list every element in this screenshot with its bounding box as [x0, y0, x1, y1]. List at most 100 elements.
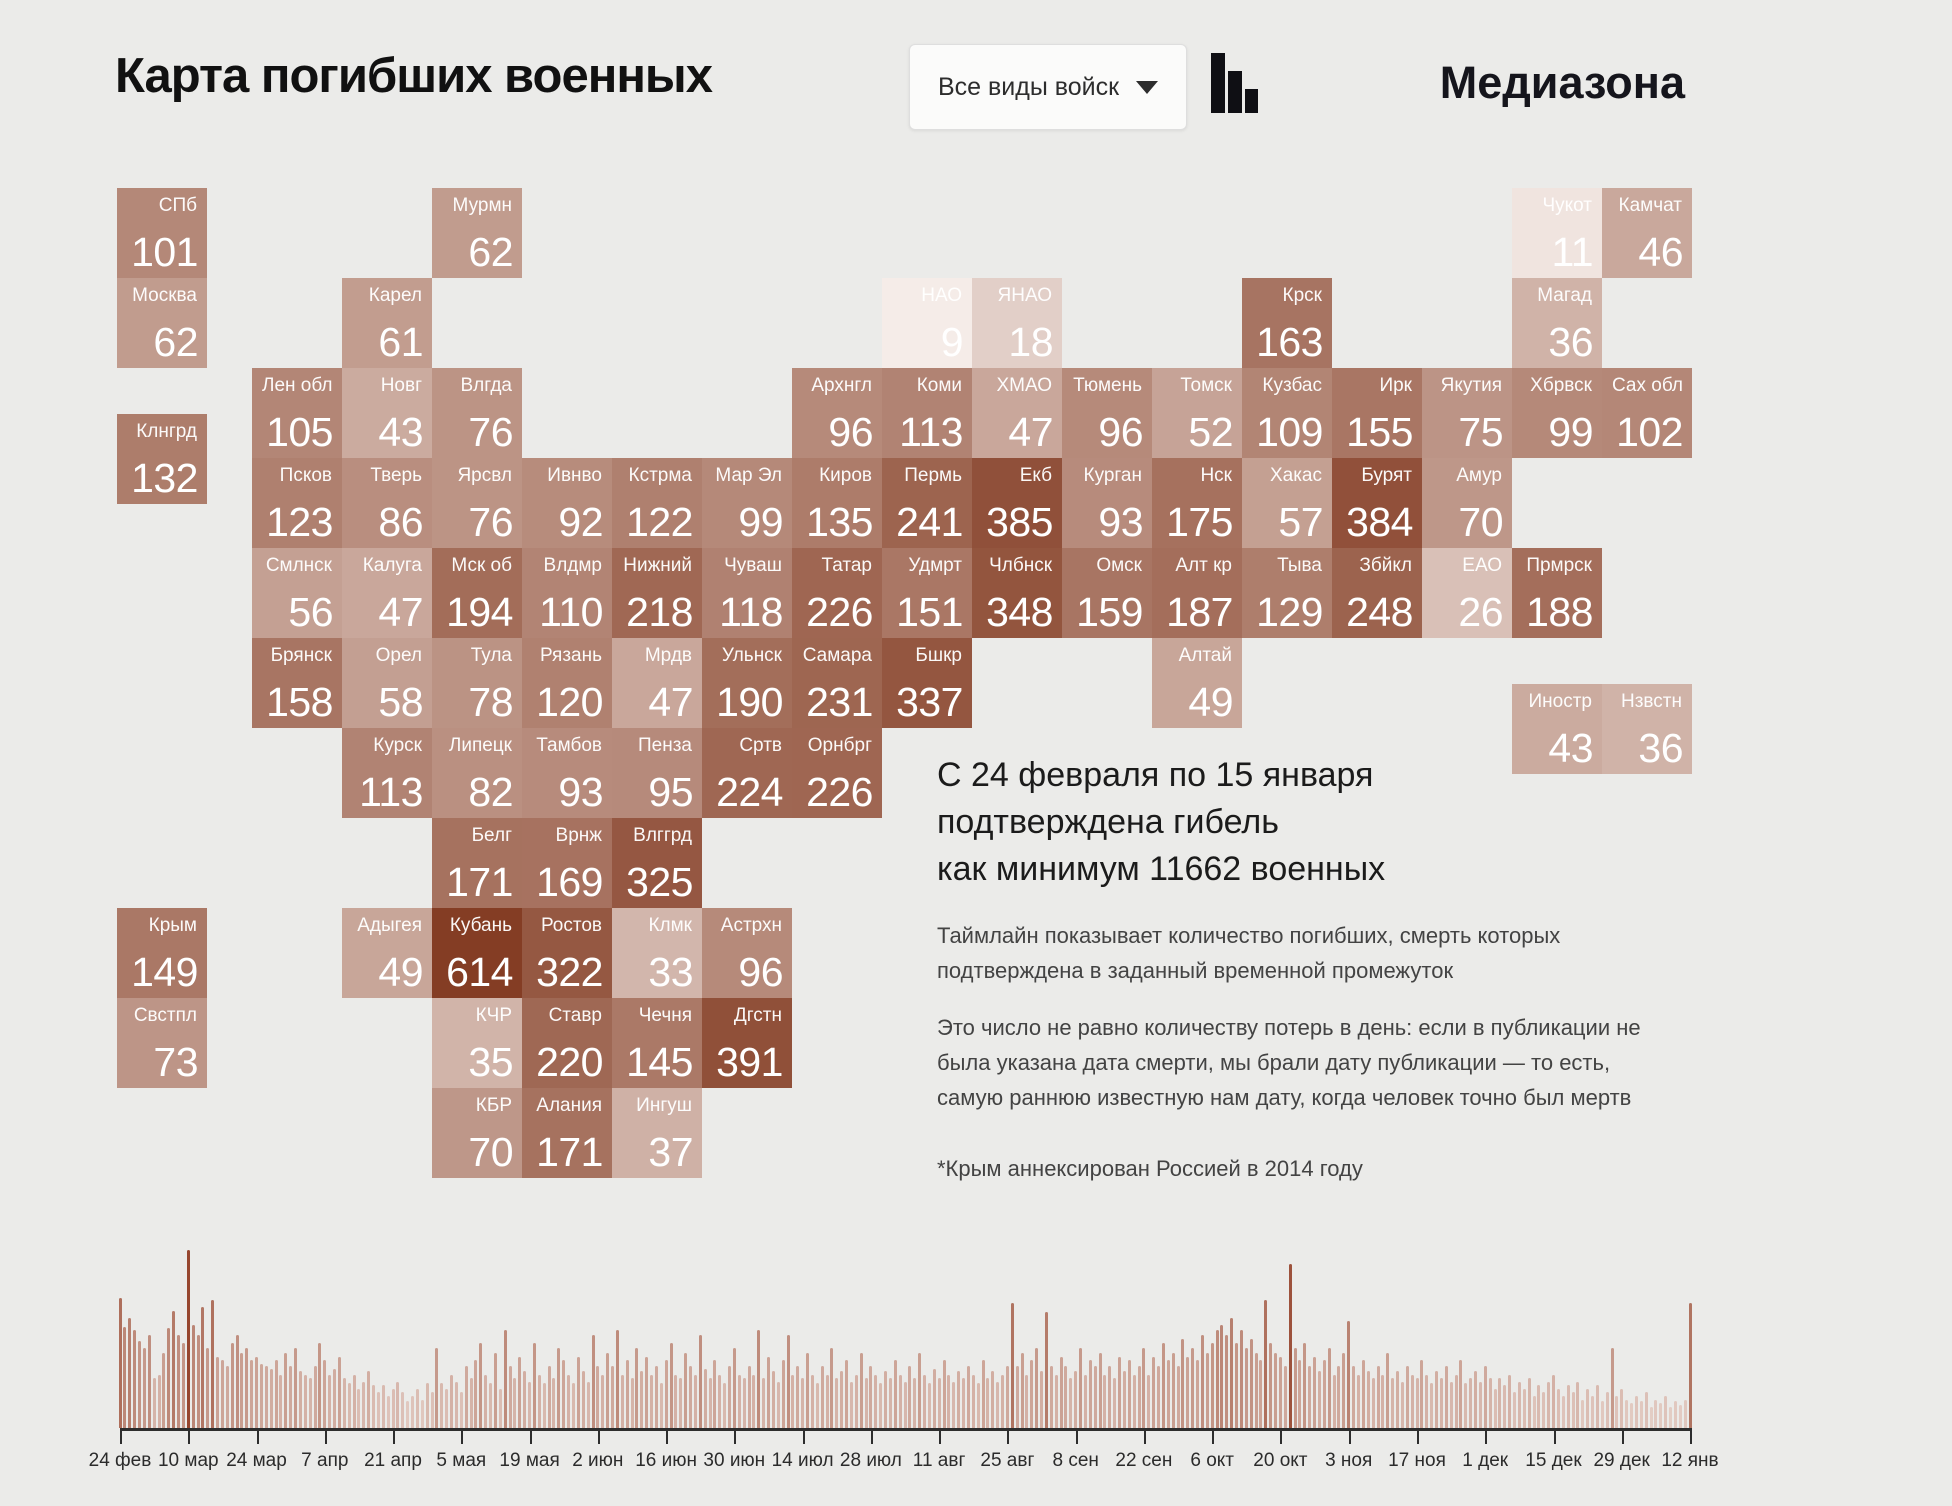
region-tile[interactable]: Клмк 33 [612, 908, 702, 998]
region-tile-label: Влдмр [543, 555, 602, 576]
region-tile[interactable]: Ирк 155 [1332, 368, 1422, 458]
timeline-tick [1348, 1428, 1351, 1444]
region-tile[interactable]: Влдмр 110 [522, 548, 612, 638]
region-tile[interactable]: Члбнск 348 [972, 548, 1062, 638]
region-tile[interactable]: Самара 231 [792, 638, 882, 728]
region-tile[interactable]: СПб 101 [117, 188, 207, 278]
region-tile[interactable]: Алтай 49 [1152, 638, 1242, 728]
region-tile[interactable]: Чуваш 118 [702, 548, 792, 638]
region-tile[interactable]: Смлнск 56 [252, 548, 342, 638]
region-tile[interactable]: Омск 159 [1062, 548, 1152, 638]
region-tile[interactable]: Брянск 158 [252, 638, 342, 728]
region-tile[interactable]: Москва 62 [117, 278, 207, 368]
region-tile[interactable]: Белг 171 [432, 818, 522, 908]
region-tile[interactable]: Курган 93 [1062, 458, 1152, 548]
region-tile[interactable]: Влгда 76 [432, 368, 522, 458]
region-tile[interactable]: Сртв 224 [702, 728, 792, 818]
troop-type-select[interactable]: Все виды войск [909, 44, 1187, 130]
region-tile[interactable]: Якутия 75 [1422, 368, 1512, 458]
region-tile[interactable]: Новг 43 [342, 368, 432, 458]
region-tile[interactable]: Алания 171 [522, 1088, 612, 1178]
region-tile[interactable]: Ставр 220 [522, 998, 612, 1088]
region-tile[interactable]: Лен обл 105 [252, 368, 342, 458]
region-tile[interactable]: Хбрвск 99 [1512, 368, 1602, 458]
region-tile[interactable]: НАО 9 [882, 278, 972, 368]
region-tile[interactable]: Хакас 57 [1242, 458, 1332, 548]
region-tile[interactable]: ЯНАО 18 [972, 278, 1062, 368]
region-tile[interactable]: Влггрд 325 [612, 818, 702, 908]
region-tile[interactable]: Нск 175 [1152, 458, 1242, 548]
region-tile[interactable]: Рязань 120 [522, 638, 612, 728]
brand-name[interactable]: Медиазона [1439, 57, 1685, 108]
region-tile[interactable]: Кубань 614 [432, 908, 522, 998]
region-tile-label: Псков [279, 465, 332, 486]
region-tile[interactable]: Кстрма 122 [612, 458, 702, 548]
region-tile[interactable]: Томск 52 [1152, 368, 1242, 458]
region-tile[interactable]: Мск об 194 [432, 548, 522, 638]
region-tile[interactable]: Свстпл 73 [117, 998, 207, 1088]
region-tile[interactable]: Тула 78 [432, 638, 522, 728]
region-tile-label: Иностр [1528, 691, 1593, 712]
region-tile[interactable]: Кузбас 109 [1242, 368, 1332, 458]
region-tile[interactable]: Чечня 145 [612, 998, 702, 1088]
region-tile[interactable]: Мурмн 62 [432, 188, 522, 278]
region-tile[interactable]: Адыгея 49 [342, 908, 432, 998]
region-tile[interactable]: Врнж 169 [522, 818, 612, 908]
region-tile[interactable]: Ярсвл 76 [432, 458, 522, 548]
region-tile[interactable]: Амур 70 [1422, 458, 1512, 548]
region-tile[interactable]: Орел 58 [342, 638, 432, 728]
region-tile[interactable]: Бурят 384 [1332, 458, 1422, 548]
region-tile[interactable]: Камчат 46 [1602, 188, 1692, 278]
region-tile[interactable]: Нзвстн 36 [1602, 684, 1692, 774]
region-tile[interactable]: Мрдв 47 [612, 638, 702, 728]
region-tile[interactable]: Ростов 322 [522, 908, 612, 998]
region-tile[interactable]: Ульнск 190 [702, 638, 792, 728]
timeline-bar [1181, 1339, 1185, 1428]
region-tile[interactable]: Клнгрд 132 [117, 414, 207, 504]
region-tile[interactable]: Удмрт 151 [882, 548, 972, 638]
timeline-tick-label: 11 авг [912, 1450, 966, 1471]
region-tile[interactable]: Архнгл 96 [792, 368, 882, 458]
region-tile[interactable]: Прмрск 188 [1512, 548, 1602, 638]
region-tile[interactable]: Астрхн 96 [702, 908, 792, 998]
region-tile[interactable]: Ивнво 92 [522, 458, 612, 548]
region-tile[interactable]: Липецк 82 [432, 728, 522, 818]
region-tile[interactable]: Мар Эл 99 [702, 458, 792, 548]
region-tile[interactable]: Пенза 95 [612, 728, 702, 818]
region-tile[interactable]: Екб 385 [972, 458, 1062, 548]
region-tile[interactable]: Тамбов 93 [522, 728, 612, 818]
region-tile[interactable]: КБР 70 [432, 1088, 522, 1178]
region-tile[interactable]: Крск 163 [1242, 278, 1332, 368]
region-tile[interactable]: Тюмень 96 [1062, 368, 1152, 458]
region-tile[interactable]: Орнбрг 226 [792, 728, 882, 818]
timeline-bar [810, 1375, 814, 1428]
region-tile[interactable]: Бшкр 337 [882, 638, 972, 728]
region-tile[interactable]: КЧР 35 [432, 998, 522, 1088]
region-tile[interactable]: Татар 226 [792, 548, 882, 638]
region-tile[interactable]: Нижний 218 [612, 548, 702, 638]
region-tile[interactable]: ЕАО 26 [1422, 548, 1512, 638]
timeline-bar [255, 1357, 258, 1428]
region-tile[interactable]: Крым 149 [117, 908, 207, 998]
timeline-bar [1249, 1339, 1253, 1428]
region-tile[interactable]: Пермь 241 [882, 458, 972, 548]
region-tile[interactable]: Алт кр 187 [1152, 548, 1242, 638]
region-tile[interactable]: Калуга 47 [342, 548, 432, 638]
region-tile[interactable]: Киров 135 [792, 458, 882, 548]
region-tile-label: Удмрт [908, 555, 962, 576]
region-tile[interactable]: Тыва 129 [1242, 548, 1332, 638]
region-tile[interactable]: Псков 123 [252, 458, 342, 548]
region-tile-value: 86 [378, 499, 423, 545]
region-tile[interactable]: Магад 36 [1512, 278, 1602, 368]
region-tile[interactable]: Курск 113 [342, 728, 432, 818]
region-tile[interactable]: Ингуш 37 [612, 1088, 702, 1178]
region-tile[interactable]: ХМАО 47 [972, 368, 1062, 458]
region-tile[interactable]: Дгстн 391 [702, 998, 792, 1088]
region-tile[interactable]: Чукот 11 [1512, 188, 1602, 278]
region-tile[interactable]: Сах обл 102 [1602, 368, 1692, 458]
region-tile[interactable]: Збйкл 248 [1332, 548, 1422, 638]
region-tile[interactable]: Тверь 86 [342, 458, 432, 548]
region-tile[interactable]: Карел 61 [342, 278, 432, 368]
region-tile[interactable]: Коми 113 [882, 368, 972, 458]
region-tile[interactable]: Иностр 43 [1512, 684, 1602, 774]
